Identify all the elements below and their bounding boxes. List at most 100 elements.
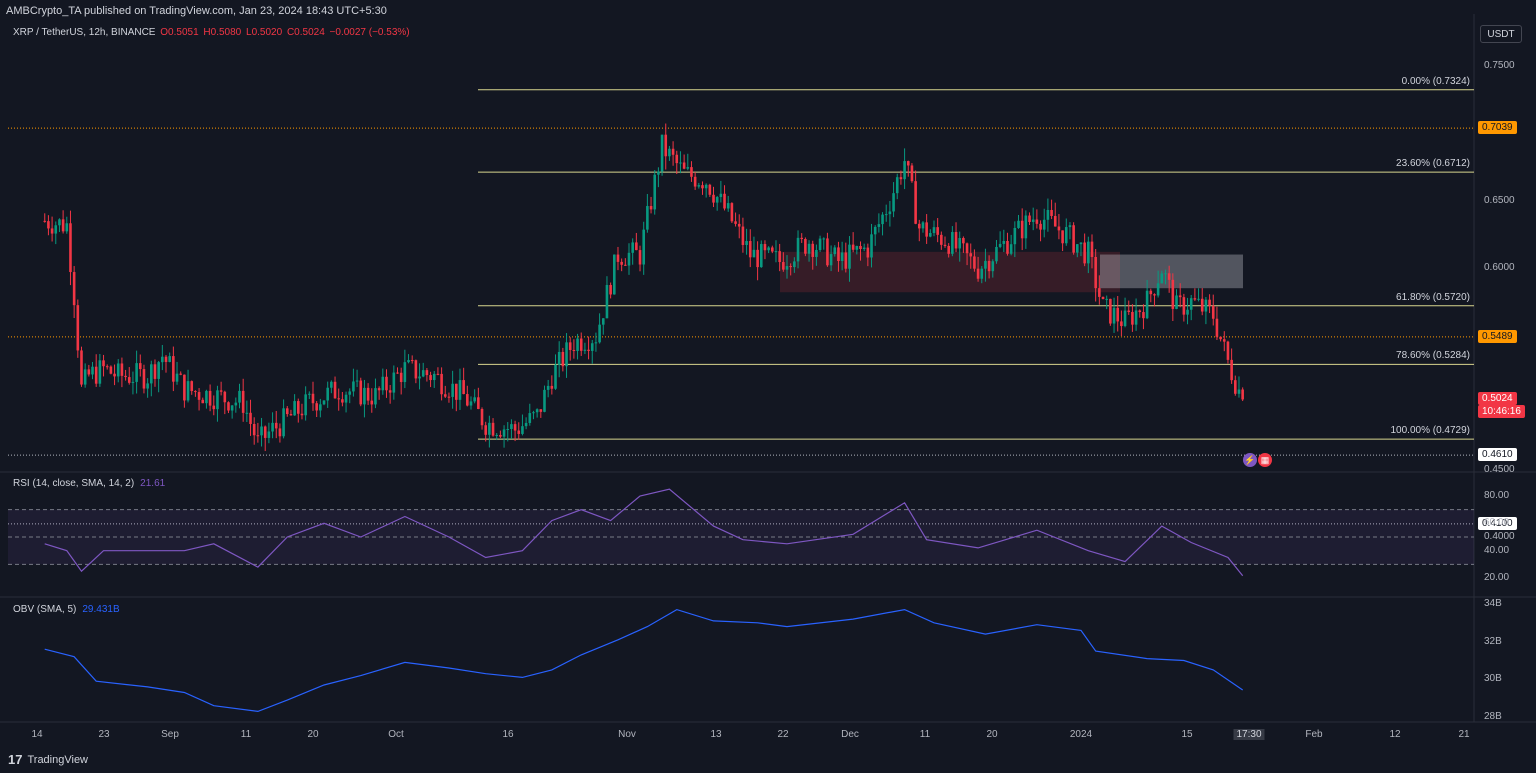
candle bbox=[179, 373, 183, 375]
price-axis-label-2: 0.6000 bbox=[1484, 262, 1515, 273]
candle bbox=[440, 373, 443, 395]
candle bbox=[403, 362, 407, 383]
candle bbox=[289, 414, 293, 416]
candle bbox=[759, 244, 763, 268]
candle bbox=[635, 242, 638, 251]
candle bbox=[936, 227, 939, 235]
rsi-axis-label-3: 20.00 bbox=[1484, 572, 1510, 583]
candle bbox=[940, 234, 943, 245]
currency-button[interactable]: USDT bbox=[1480, 25, 1522, 43]
candle bbox=[1079, 242, 1083, 245]
event-icons[interactable]: ⚡ ▦ bbox=[1243, 453, 1272, 467]
candle bbox=[524, 422, 528, 427]
time-axis-label-14: 15 bbox=[1181, 729, 1193, 740]
candle bbox=[804, 239, 807, 254]
candle bbox=[124, 375, 127, 378]
candle bbox=[61, 219, 65, 232]
candle bbox=[1039, 223, 1042, 230]
rsi-legend: RSI (14, close, SMA, 14, 2) 21.61 bbox=[13, 478, 165, 489]
publisher-line: AMBCrypto_TA published on TradingView.co… bbox=[6, 5, 387, 17]
time-axis-label-16: Feb bbox=[1305, 729, 1323, 740]
candle bbox=[421, 370, 425, 377]
candle bbox=[157, 362, 160, 379]
candle bbox=[1123, 310, 1127, 327]
footer-brand[interactable]: TradingView bbox=[27, 753, 89, 766]
candle bbox=[903, 161, 906, 180]
candle bbox=[778, 251, 781, 263]
candle bbox=[1028, 215, 1031, 222]
obv-axis-label-0: 34B bbox=[1484, 598, 1502, 609]
candle bbox=[877, 224, 881, 227]
candle bbox=[800, 237, 804, 240]
fib-label-0: 0.00% (0.7324) bbox=[1401, 75, 1470, 87]
candle bbox=[480, 408, 484, 426]
candle bbox=[844, 252, 848, 269]
candle bbox=[1226, 341, 1230, 360]
candle bbox=[546, 385, 550, 390]
us-flag-event-icon[interactable]: ▦ bbox=[1258, 453, 1272, 467]
candle bbox=[1241, 389, 1244, 400]
candle bbox=[425, 370, 429, 376]
candle bbox=[987, 260, 991, 272]
candle bbox=[282, 408, 285, 437]
candle bbox=[322, 400, 326, 405]
candle bbox=[102, 360, 105, 367]
candle bbox=[1057, 226, 1061, 231]
candle bbox=[469, 401, 473, 406]
candle bbox=[1189, 298, 1193, 310]
candle bbox=[866, 247, 870, 258]
candle bbox=[1053, 215, 1057, 227]
candle bbox=[168, 356, 171, 362]
time-axis-label-9: 22 bbox=[777, 729, 789, 740]
candle bbox=[840, 252, 844, 262]
candle bbox=[94, 366, 98, 384]
candle bbox=[892, 193, 895, 212]
candle bbox=[1127, 310, 1131, 312]
candle bbox=[517, 430, 521, 434]
obv-legend-value: 29.431B bbox=[82, 604, 120, 615]
candle bbox=[833, 247, 837, 255]
time-axis-label-7: Nov bbox=[618, 729, 636, 740]
candle bbox=[183, 374, 186, 401]
candle bbox=[495, 434, 499, 436]
candle bbox=[87, 369, 91, 375]
ohlc-change: −0.0027 (−0.53%) bbox=[329, 27, 410, 38]
candle bbox=[1175, 295, 1178, 309]
candle bbox=[80, 350, 83, 385]
candle bbox=[1164, 273, 1167, 275]
candle bbox=[528, 413, 532, 423]
candle bbox=[616, 254, 620, 262]
tradingview-logo-icon[interactable]: 17 bbox=[8, 752, 23, 767]
candle bbox=[932, 227, 936, 233]
candle bbox=[734, 221, 737, 224]
candle bbox=[965, 243, 969, 254]
countdown-badge: 10:46:16 bbox=[1478, 405, 1525, 419]
symbol-name[interactable]: XRP / TetherUS, 12h, BINANCE bbox=[13, 27, 156, 38]
candle bbox=[686, 167, 690, 169]
candle bbox=[954, 232, 958, 249]
candle bbox=[197, 392, 201, 400]
candle bbox=[888, 211, 892, 215]
fib-label-2: 61.80% (0.5720) bbox=[1396, 291, 1470, 303]
candle bbox=[646, 206, 649, 230]
rsi-legend-title: RSI (14, close, SMA, 14, 2) bbox=[13, 478, 135, 489]
dividend-event-icon[interactable]: ⚡ bbox=[1243, 453, 1257, 467]
candle bbox=[969, 253, 973, 257]
candle bbox=[1131, 311, 1134, 325]
candle bbox=[1171, 279, 1175, 309]
candle bbox=[488, 422, 491, 435]
candle bbox=[219, 390, 223, 392]
candle bbox=[510, 424, 513, 429]
obv-axis-label-2: 30B bbox=[1484, 673, 1502, 685]
candle bbox=[697, 185, 701, 187]
candle bbox=[980, 268, 984, 279]
candle bbox=[1211, 305, 1215, 319]
candle bbox=[771, 247, 774, 252]
candle bbox=[69, 223, 72, 273]
candle bbox=[598, 324, 601, 343]
candle bbox=[47, 221, 50, 229]
candle bbox=[234, 402, 238, 406]
ohlc-high: H0.5080 bbox=[203, 27, 242, 38]
candle bbox=[443, 394, 447, 397]
